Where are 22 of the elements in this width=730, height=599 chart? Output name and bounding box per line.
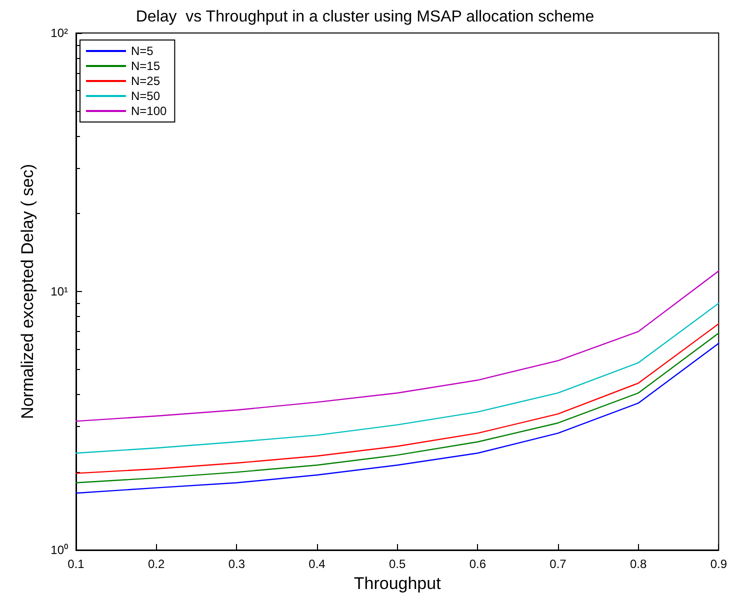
legend-label: N=5 [131, 44, 154, 58]
y-tick-label: 10¹ [50, 284, 68, 298]
y-tick-label: 10² [50, 26, 68, 40]
x-tick-label: 0.5 [388, 557, 406, 571]
y-axis-title: Normalized excepted Delay ( sec) [18, 164, 37, 420]
x-tick-label: 0.2 [148, 557, 165, 571]
x-tick-label: 0.4 [308, 557, 326, 571]
line-series [75, 302, 720, 454]
legend-label: N=15 [131, 59, 160, 73]
y-tick-label: 10⁰ [50, 543, 68, 557]
x-tick-label: 0.6 [469, 557, 486, 571]
x-tick-label: 0.9 [710, 557, 728, 571]
legend-label: N=100 [131, 104, 168, 118]
line-series [75, 270, 720, 422]
legend-label: N=25 [131, 74, 160, 88]
chart-title: Delay vs Throughput in a cluster using MSAP allocation scheme [136, 8, 594, 26]
x-tick-label: 0.1 [68, 557, 85, 571]
x-tick-label: 0.3 [228, 557, 246, 571]
x-tick-label: 0.8 [630, 557, 647, 571]
x-tick-label: 0.7 [550, 557, 567, 571]
legend-label: N=50 [131, 89, 160, 103]
x-axis-title: Throughput [354, 574, 442, 593]
